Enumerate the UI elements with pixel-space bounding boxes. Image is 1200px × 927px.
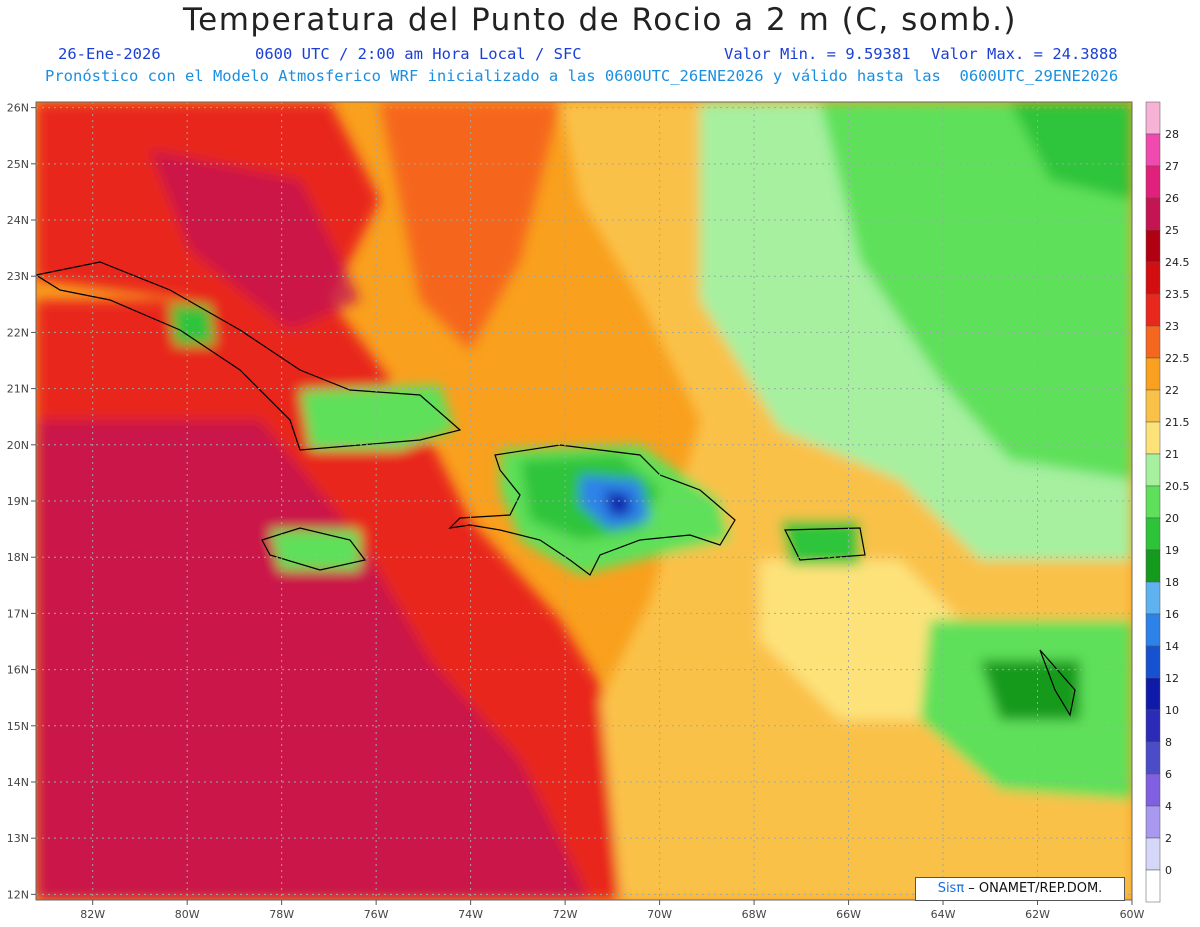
- colorbar-swatch: [1145, 805, 1161, 839]
- credit-text: – ONAMET/REP.DOM.: [964, 881, 1103, 896]
- y-tick-label: 12N: [7, 888, 29, 901]
- min-value: Valor Min. = 9.59381: [724, 45, 911, 63]
- colorbar-label: 18: [1165, 576, 1179, 589]
- graticule: [36, 102, 1132, 900]
- colorbar-swatch: [1145, 421, 1161, 455]
- colorbar-swatch: [1145, 837, 1161, 871]
- colorbar-label: 28: [1165, 128, 1179, 141]
- colorbar-swatch: [1145, 581, 1161, 615]
- colorbar-swatch: [1145, 517, 1161, 551]
- colorbar-label: 25: [1165, 224, 1179, 237]
- colorbar-swatch: [1145, 293, 1161, 327]
- colorbar-label: 4: [1165, 800, 1172, 813]
- x-tick-label: 82W: [80, 908, 105, 921]
- longitude-axis: 82W 80W 78W 76W 74W 72W 70W 68W 66W 64W 62W 60W: [80, 900, 1145, 921]
- colorbar-label: 24.5: [1165, 256, 1190, 269]
- y-tick-label: 20N: [7, 439, 29, 452]
- x-tick-label: 70W: [647, 908, 672, 921]
- coastlines: [36, 261, 1076, 717]
- colorbar-swatch: [1145, 773, 1161, 807]
- colorbar-swatch: [1145, 677, 1161, 711]
- colorbar-swatch: [1145, 229, 1161, 263]
- colorbar-swatch: [1145, 453, 1161, 487]
- colorbar-label: 20: [1165, 512, 1179, 525]
- x-tick-label: 80W: [175, 908, 200, 921]
- colorbar-swatch: [1145, 165, 1161, 199]
- colorbar-swatch: [1145, 197, 1161, 231]
- colorbar-label: 23: [1165, 320, 1179, 333]
- colorbar-swatch: [1145, 389, 1161, 423]
- colorbar-label: 12: [1165, 672, 1179, 685]
- y-tick-label: 15N: [7, 720, 29, 733]
- x-tick-label: 74W: [458, 908, 483, 921]
- colorbar: 2827262524.523.52322.52221.52120.5201918…: [1145, 101, 1190, 903]
- credit-box: Sisπ – ONAMET/REP.DOM.: [915, 877, 1125, 901]
- colorbar-swatch: [1145, 613, 1161, 647]
- x-tick-label: 62W: [1025, 908, 1050, 921]
- colorbar-label: 10: [1165, 704, 1179, 717]
- colorbar-swatch: [1145, 133, 1161, 167]
- y-tick-label: 17N: [7, 607, 29, 620]
- colorbar-label: 8: [1165, 736, 1172, 749]
- x-tick-label: 76W: [364, 908, 389, 921]
- x-tick-label: 60W: [1120, 908, 1145, 921]
- colorbar-swatch: [1145, 485, 1161, 519]
- y-tick-label: 21N: [7, 383, 29, 396]
- colorbar-label: 19: [1165, 544, 1179, 557]
- colorbar-label: 22: [1165, 384, 1179, 397]
- y-tick-label: 13N: [7, 832, 29, 845]
- colorbar-swatch: [1145, 549, 1161, 583]
- colorbar-label: 2: [1165, 832, 1172, 845]
- x-tick-label: 66W: [836, 908, 861, 921]
- colorbar-label: 0: [1165, 864, 1172, 877]
- y-tick-label: 25N: [7, 158, 29, 171]
- map-title: Temperatura del Punto de Rocio a 2 m (C,…: [182, 2, 1018, 38]
- colorbar-swatch: [1145, 357, 1161, 391]
- colorbar-swatch: [1145, 741, 1161, 775]
- x-tick-label: 78W: [269, 908, 294, 921]
- colorbar-label: 23.5: [1165, 288, 1190, 301]
- y-tick-label: 22N: [7, 326, 29, 339]
- sispi-logo: Sisπ: [937, 881, 965, 896]
- y-tick-label: 18N: [7, 551, 29, 564]
- colorbar-label: 27: [1165, 160, 1179, 173]
- x-tick-label: 72W: [553, 908, 578, 921]
- colorbar-label: 21.5: [1165, 416, 1190, 429]
- colorbar-label: 20.5: [1165, 480, 1190, 493]
- colorbar-label: 26: [1165, 192, 1179, 205]
- latitude-axis: 26N 25N 24N 23N 22N 21N 20N 19N 18N 17N 16N 15N 14N 1…: [7, 102, 36, 901]
- colorbar-swatch: [1145, 325, 1161, 359]
- valid-time: 0600 UTC / 2:00 am Hora Local / SFC: [255, 45, 582, 63]
- forecast-info: Pronóstico con el Modelo Atmosferico WRF…: [45, 67, 1119, 85]
- y-tick-label: 19N: [7, 495, 29, 508]
- y-tick-label: 24N: [7, 214, 29, 227]
- colorbar-label: 6: [1165, 768, 1172, 781]
- max-value: Valor Max. = 24.3888: [931, 45, 1118, 63]
- run-date: 26-Ene-2026: [58, 45, 161, 63]
- colorbar-swatch: [1145, 869, 1161, 903]
- colorbar-swatch: [1145, 709, 1161, 743]
- colorbar-swatch: [1145, 261, 1161, 295]
- y-tick-label: 14N: [7, 776, 29, 789]
- x-tick-label: 68W: [742, 908, 767, 921]
- x-tick-label: 64W: [931, 908, 956, 921]
- colorbar-label: 16: [1165, 608, 1179, 621]
- colorbar-swatch: [1145, 645, 1161, 679]
- colorbar-swatch: [1145, 101, 1161, 135]
- y-tick-label: 26N: [7, 102, 29, 115]
- colorbar-label: 14: [1165, 640, 1179, 653]
- y-tick-label: 23N: [7, 270, 29, 283]
- colorbar-label: 22.5: [1165, 352, 1190, 365]
- y-tick-label: 16N: [7, 664, 29, 677]
- colorbar-label: 21: [1165, 448, 1179, 461]
